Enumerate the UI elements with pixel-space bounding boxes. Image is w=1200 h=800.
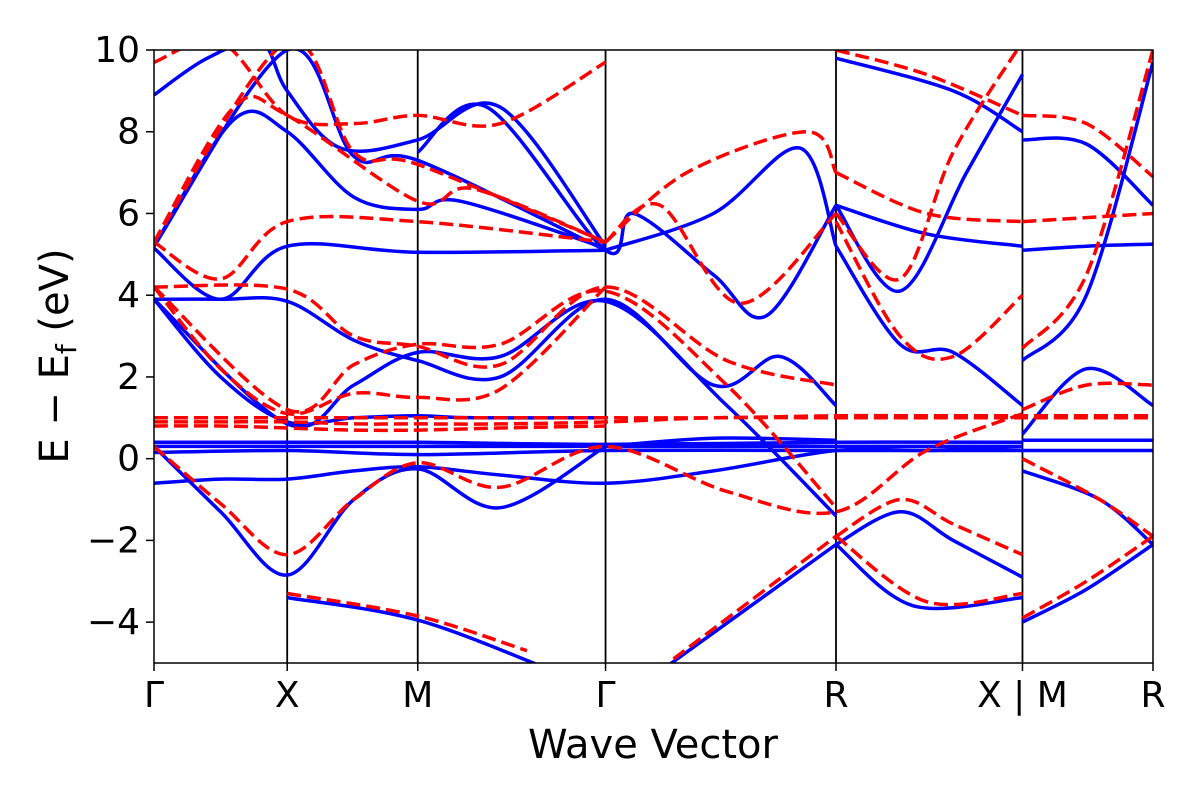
dashed-band-9	[154, 50, 607, 128]
x-tick-label: X | M	[977, 675, 1068, 716]
solid-band-22	[668, 543, 838, 663]
x-tick-label: X	[275, 675, 300, 716]
y-tick-label: 6	[117, 193, 140, 234]
x-tick-label: M	[402, 675, 433, 716]
solid-band-25	[1022, 242, 1153, 252]
y-tick-label: −4	[87, 602, 140, 643]
dashed-band-24	[1021, 50, 1153, 350]
dashed-band-7	[154, 214, 606, 281]
solid-band-10	[154, 50, 607, 248]
solid-band-14	[605, 436, 837, 449]
dashed-band-19	[286, 591, 528, 653]
solid-band-5	[154, 298, 606, 426]
dashed-band-15	[834, 220, 1024, 361]
dashed-band-13	[835, 171, 1023, 224]
dashed-band-series	[154, 50, 1153, 661]
dashed-band-21	[1021, 534, 1153, 620]
x-axis-label: Wave Vector	[528, 722, 779, 768]
solid-band-26	[1021, 61, 1153, 362]
y-tick-label: 8	[117, 112, 140, 153]
solid-band-3	[154, 440, 1023, 447]
solid-band-24	[1022, 136, 1153, 207]
dashed-band-8	[154, 94, 607, 244]
x-tick-label: R	[1140, 675, 1165, 716]
dashed-band-22	[1022, 113, 1153, 179]
solid-band-16	[834, 73, 1025, 293]
x-tick-label: Γ	[144, 675, 164, 716]
x-tick-label: Γ	[596, 675, 616, 716]
dashed-band-3	[154, 412, 1024, 557]
y-axis-label-subscript: f	[50, 343, 83, 354]
y-axis-label: E − Ef (eV)	[32, 248, 83, 463]
solid-band-23	[1021, 543, 1153, 624]
solid-band-4	[154, 444, 607, 577]
solid-band-21	[286, 595, 538, 663]
solid-band-29	[1021, 469, 1153, 546]
plot-frame	[153, 49, 1154, 664]
y-tick-label: 4	[117, 275, 140, 316]
x-axis-ticks: Γ X M Γ R X | M R	[144, 663, 1166, 716]
dashed-band-23	[1022, 211, 1153, 224]
solid-band-13	[604, 146, 838, 252]
dashed-band-16	[835, 50, 1024, 118]
y-axis-label-units: (eV)	[32, 248, 78, 344]
dashed-band-0	[154, 413, 1153, 420]
solid-band-8	[154, 241, 606, 302]
dashed-band-26	[1021, 457, 1153, 538]
solid-band-19	[835, 510, 1024, 579]
dashed-band-12	[604, 201, 838, 306]
dashed-band-20	[672, 534, 838, 661]
solid-band-7	[154, 298, 838, 518]
y-tick-label: −2	[87, 520, 140, 561]
y-tick-label: 10	[94, 30, 140, 71]
y-tick-label: 0	[117, 439, 140, 480]
dashed-band-17	[835, 497, 1024, 557]
solid-band-17	[835, 203, 1023, 248]
dashed-band-10	[154, 50, 607, 244]
dashed-band-18	[834, 534, 1023, 607]
dashed-band-1	[154, 415, 1153, 426]
dashed-band-5	[154, 283, 837, 387]
dashed-band-14	[834, 50, 1020, 282]
solid-band-6	[154, 296, 838, 407]
y-tick-label: 2	[117, 357, 140, 398]
y-axis-ticks: −4 −2 0 2 4 6 8 10	[87, 30, 154, 643]
solid-band-18	[835, 56, 1024, 134]
solid-band-20	[834, 543, 1023, 611]
dashed-band-4	[154, 285, 607, 416]
dashed-band-25	[1021, 381, 1153, 412]
x-tick-label: R	[823, 675, 848, 716]
solid-band-12	[416, 102, 838, 320]
solid-band-1	[154, 448, 1023, 457]
dashed-band-2	[154, 424, 606, 433]
solid-band-series	[154, 50, 1153, 663]
y-axis-label-main: E − E	[32, 354, 78, 464]
dashed-band-6	[154, 285, 838, 509]
solid-band-15	[834, 245, 1024, 407]
